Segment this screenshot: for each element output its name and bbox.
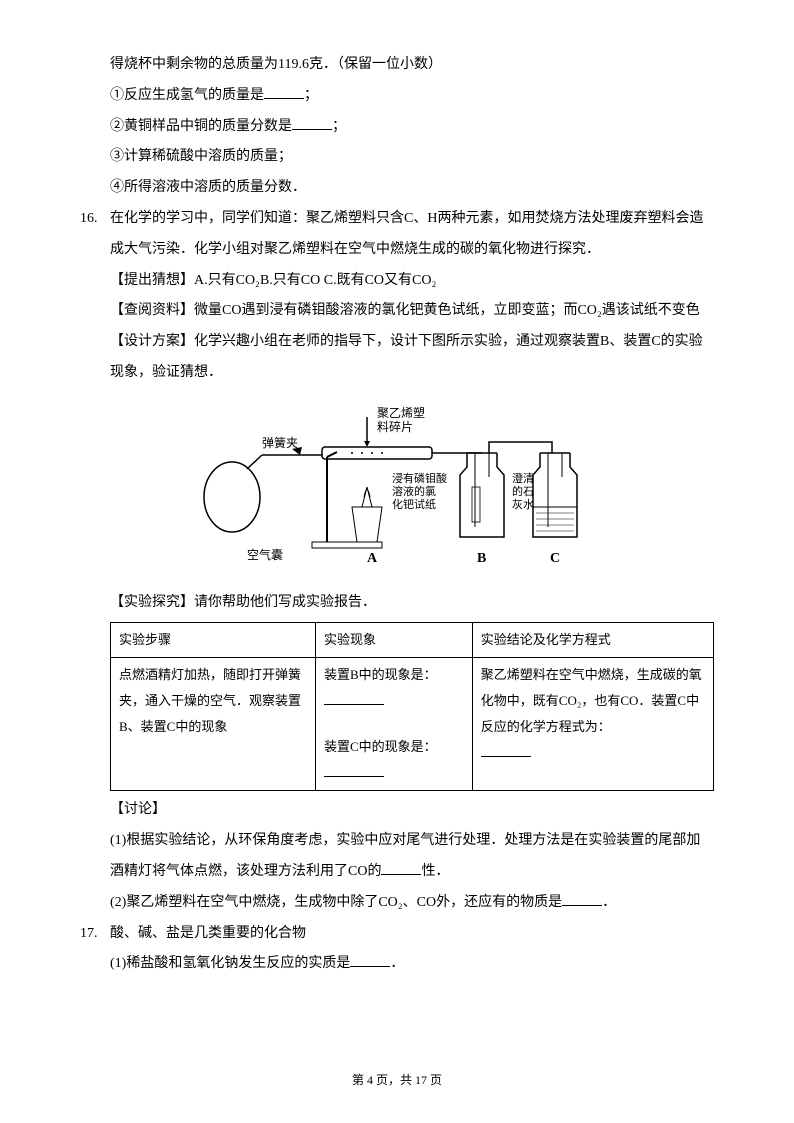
q16: 16.在化学的学习中，同学们知道：聚乙烯塑料只含C、H两种元素，如用焚烧方法处理… — [110, 204, 714, 919]
q15-continuation: 得烧杯中剩余物的总质量为119.6克．（保留一位小数） ①反应生成氢气的质量是；… — [110, 50, 714, 204]
blank-fill — [381, 859, 421, 875]
table-row: 点燃酒精灯加热，随即打开弹簧夹，通入干燥的空气．观察装置B、装置C中的现象 装置… — [111, 658, 714, 791]
q16-hypothesis: 【提出猜想】A.只有CO₂B.只有CO C.既有CO又有CO₂ — [110, 266, 714, 297]
experiment-table: 实验步骤 实验现象 实验结论及化学方程式 点燃酒精灯加热，随即打开弹簧夹，通入干… — [110, 622, 714, 791]
lime-label-3: 灰水 — [512, 497, 534, 511]
table-cell-conclusion: 聚乙烯塑料在空气中燃烧，生成碳的氧化物中，既有CO₂，也有CO．装置C中反应的化… — [472, 658, 713, 791]
blank-fill — [481, 741, 531, 757]
q16-p1: 16.在化学的学习中，同学们知道：聚乙烯塑料只含C、H两种元素，如用焚烧方法处理… — [110, 204, 714, 266]
q17-p2: (1)稀盐酸和氢氧化钠发生反应的实质是． — [110, 949, 714, 980]
poly-label-2: 料碎片 — [377, 419, 413, 434]
table-cell-steps: 点燃酒精灯加热，随即打开弹簧夹，通入干燥的空气．观察装置B、装置C中的现象 — [111, 658, 316, 791]
label-a: A — [367, 551, 378, 566]
lime-label-1: 澄清 — [512, 471, 534, 485]
explore-label: 【实验探究】 — [110, 595, 194, 610]
blank-fill — [350, 951, 390, 967]
poly-label-1: 聚乙烯塑 — [377, 405, 425, 420]
discussion-label: 【讨论】 — [110, 795, 714, 826]
clip-label: 弹簧夹 — [262, 435, 298, 450]
lime-label-2: 的石 — [512, 484, 534, 498]
blank-fill — [264, 83, 304, 99]
q16-design: 【设计方案】化学兴趣小组在老师的指导下，设计下图所示实验，通过观察装置B、装置C… — [110, 327, 714, 389]
q15-item3: ③计算稀硫酸中溶质的质量； — [110, 142, 714, 173]
q16-explore: 【实验探究】请你帮助他们写成实验报告． — [110, 588, 714, 619]
question-number: 16. — [80, 204, 110, 235]
page-footer: 第 4 页，共 17 页 — [0, 1067, 794, 1093]
q17-p1: 17.酸、碱、盐是几类重要的化合物 — [110, 919, 714, 950]
hypothesis-label: 【提出猜想】 — [110, 273, 194, 288]
q15-cont-line: 得烧杯中剩余物的总质量为119.6克．（保留一位小数） — [110, 50, 714, 81]
question-number: 17. — [80, 919, 110, 950]
paper-label-3: 化钯试纸 — [392, 497, 436, 511]
table-header-row: 实验步骤 实验现象 实验结论及化学方程式 — [111, 623, 714, 658]
q15-item2: ②黄铜样品中铜的质量分数是； — [110, 112, 714, 143]
q15-item4: ④所得溶液中溶质的质量分数． — [110, 173, 714, 204]
blank-fill — [324, 689, 384, 705]
discussion-2: (2)聚乙烯塑料在空气中燃烧，生成物中除了CO₂、CO外，还应有的物质是． — [110, 888, 714, 919]
q15-item1: ①反应生成氢气的质量是； — [110, 81, 714, 112]
q16-discussion: 【讨论】 (1)根据实验结论，从环保角度考虑，实验中应对尾气进行处理．处理方法是… — [110, 795, 714, 918]
design-label: 【设计方案】 — [110, 334, 194, 349]
label-c: C — [550, 551, 560, 566]
table-header-1: 实验步骤 — [111, 623, 316, 658]
blank-fill — [292, 114, 332, 130]
table-header-3: 实验结论及化学方程式 — [472, 623, 713, 658]
paper-label-1: 浸有磷钼酸 — [392, 471, 447, 485]
airbag-label: 空气囊 — [247, 547, 283, 562]
experiment-diagram: 弹簧夹 聚乙烯塑 — [110, 397, 714, 580]
blank-fill — [324, 761, 384, 777]
q17: 17.酸、碱、盐是几类重要的化合物 (1)稀盐酸和氢氧化钠发生反应的实质是． — [110, 919, 714, 981]
reference-label: 【查阅资料】 — [110, 303, 194, 318]
paper-label-2: 溶液的氯 — [392, 484, 436, 498]
label-b: B — [477, 551, 486, 566]
q16-reference: 【查阅资料】微量CO遇到浸有磷钼酸溶液的氯化钯黄色试纸，立即变蓝；而CO₂遇该试… — [110, 296, 714, 327]
blank-fill — [562, 890, 602, 906]
discussion-1: (1)根据实验结论，从环保角度考虑，实验中应对尾气进行处理．处理方法是在实验装置… — [110, 826, 714, 888]
table-cell-phenomena: 装置B中的现象是： 装置C中的现象是： — [316, 658, 473, 791]
table-header-2: 实验现象 — [316, 623, 473, 658]
